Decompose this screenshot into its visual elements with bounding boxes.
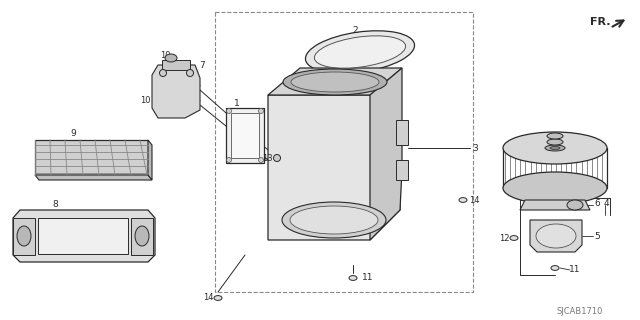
- Text: 10: 10: [140, 95, 150, 105]
- Polygon shape: [148, 140, 152, 180]
- Bar: [38, 218, 128, 254]
- Bar: [396, 120, 408, 145]
- Ellipse shape: [510, 236, 518, 240]
- Ellipse shape: [545, 145, 565, 151]
- Polygon shape: [13, 210, 155, 262]
- Polygon shape: [35, 140, 148, 175]
- Text: 4: 4: [603, 198, 609, 207]
- Ellipse shape: [503, 172, 607, 204]
- Polygon shape: [268, 68, 402, 95]
- Text: 12: 12: [499, 234, 509, 243]
- Bar: [226, 108, 264, 163]
- Text: 13: 13: [262, 154, 272, 163]
- Polygon shape: [152, 65, 200, 118]
- Text: 3: 3: [472, 143, 478, 153]
- Bar: [162, 60, 190, 70]
- Bar: [396, 160, 408, 180]
- Ellipse shape: [567, 200, 583, 210]
- Ellipse shape: [314, 36, 406, 68]
- Text: SJCAB1710: SJCAB1710: [557, 308, 603, 316]
- Bar: [215, 12, 473, 292]
- Text: FR.: FR.: [590, 17, 611, 27]
- Ellipse shape: [550, 147, 560, 149]
- Ellipse shape: [159, 69, 166, 76]
- Ellipse shape: [282, 202, 386, 238]
- Ellipse shape: [283, 69, 387, 95]
- Ellipse shape: [227, 108, 232, 114]
- Bar: [231, 113, 259, 158]
- Ellipse shape: [536, 224, 576, 248]
- Polygon shape: [520, 200, 590, 210]
- Ellipse shape: [165, 54, 177, 62]
- Text: 7: 7: [199, 60, 205, 69]
- Text: 9: 9: [70, 129, 76, 138]
- Ellipse shape: [259, 108, 264, 114]
- Polygon shape: [268, 95, 400, 240]
- Text: 8: 8: [52, 199, 58, 209]
- Bar: [131, 218, 153, 255]
- Text: 6: 6: [594, 198, 600, 207]
- Polygon shape: [35, 175, 152, 180]
- Ellipse shape: [259, 157, 264, 163]
- Bar: [13, 218, 35, 255]
- Ellipse shape: [135, 226, 149, 246]
- Text: 14: 14: [203, 293, 213, 302]
- Text: 14: 14: [468, 196, 479, 204]
- Text: 10: 10: [160, 51, 170, 60]
- Text: 1: 1: [234, 99, 240, 108]
- Ellipse shape: [17, 226, 31, 246]
- Text: 11: 11: [362, 274, 374, 283]
- Ellipse shape: [214, 296, 222, 300]
- Ellipse shape: [186, 69, 193, 76]
- Text: 11: 11: [569, 266, 580, 275]
- Ellipse shape: [547, 133, 563, 139]
- Text: 5: 5: [594, 231, 600, 241]
- Text: 2: 2: [352, 26, 358, 35]
- Ellipse shape: [349, 276, 357, 280]
- Ellipse shape: [291, 72, 379, 92]
- Ellipse shape: [547, 139, 563, 145]
- Ellipse shape: [273, 155, 280, 162]
- Ellipse shape: [227, 157, 232, 163]
- Ellipse shape: [551, 266, 559, 270]
- Polygon shape: [370, 68, 402, 240]
- Ellipse shape: [503, 132, 607, 164]
- Ellipse shape: [305, 31, 415, 73]
- Ellipse shape: [290, 206, 378, 234]
- Ellipse shape: [459, 198, 467, 203]
- Polygon shape: [530, 220, 582, 252]
